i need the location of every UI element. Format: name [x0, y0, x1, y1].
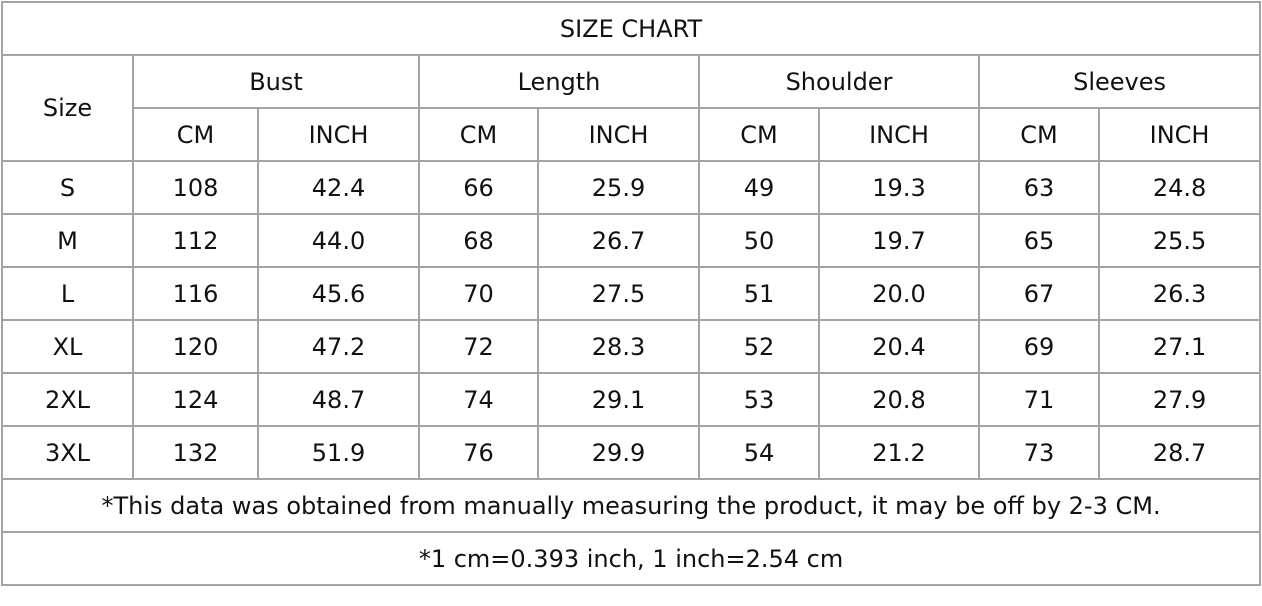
size-chart-table: SIZE CHART Size Bust Length Shoulder Sleeve…: [0, 1, 1262, 586]
value-cell: 69: [978, 319, 1100, 374]
value-cell: 65: [978, 213, 1100, 268]
size-cell: M: [1, 213, 134, 268]
value-cell: 29.9: [537, 425, 700, 480]
value-cell: 70: [418, 266, 539, 321]
group-header-sleeves: Sleeves: [977, 54, 1262, 109]
value-cell: 68: [418, 213, 539, 268]
size-cell: L: [1, 266, 134, 321]
unit-header: INCH: [818, 107, 980, 162]
value-cell: 50: [698, 213, 820, 268]
table-row: XL 120 47.2 72 28.3 52 20.4 69 27.1: [1, 319, 1262, 374]
value-cell: 28.7: [1097, 425, 1262, 480]
value-cell: 76: [418, 425, 539, 480]
table-row: M 112 44.0 68 26.7 50 19.7 65 25.5: [1, 213, 1262, 268]
value-cell: 71: [978, 372, 1100, 427]
value-cell: 51: [698, 266, 820, 321]
value-cell: 25.9: [537, 160, 700, 215]
table-row: 2XL 124 48.7 74 29.1 53 20.8 71 27.9: [1, 372, 1262, 427]
value-cell: 27.9: [1097, 372, 1262, 427]
value-cell: 112: [132, 213, 259, 268]
value-cell: 27.1: [1097, 319, 1262, 374]
value-cell: 45.6: [257, 266, 420, 321]
value-cell: 47.2: [257, 319, 420, 374]
footnote: *1 cm=0.393 inch, 1 inch=2.54 cm: [0, 531, 1262, 586]
unit-header: CM: [418, 107, 539, 162]
unit-header: CM: [698, 107, 820, 162]
value-cell: 20.0: [818, 266, 980, 321]
table-row: L 116 45.6 70 27.5 51 20.0 67 26.3: [1, 266, 1262, 321]
table-title: SIZE CHART: [0, 1, 1262, 56]
value-cell: 53: [698, 372, 820, 427]
value-cell: 26.7: [537, 213, 700, 268]
value-cell: 26.3: [1097, 266, 1262, 321]
value-cell: 20.8: [818, 372, 980, 427]
size-cell: XL: [1, 319, 134, 374]
size-cell: 2XL: [1, 372, 134, 427]
size-cell: S: [1, 160, 134, 215]
value-cell: 132: [132, 425, 259, 480]
table-row: 3XL 132 51.9 76 29.9 54 21.2 73 28.7: [1, 425, 1262, 480]
value-cell: 63: [978, 160, 1100, 215]
group-header-bust: Bust: [132, 54, 420, 109]
value-cell: 25.5: [1097, 213, 1262, 268]
value-cell: 21.2: [818, 425, 980, 480]
value-cell: 19.7: [818, 213, 980, 268]
value-cell: 73: [978, 425, 1100, 480]
value-cell: 124: [132, 372, 259, 427]
value-cell: 74: [418, 372, 539, 427]
table-row: S 108 42.4 66 25.9 49 19.3 63 24.8: [1, 160, 1262, 215]
unit-header: INCH: [257, 107, 420, 162]
value-cell: 24.8: [1097, 160, 1262, 215]
unit-header: CM: [132, 107, 259, 162]
value-cell: 20.4: [818, 319, 980, 374]
value-cell: 54: [698, 425, 820, 480]
size-header: Size: [1, 54, 134, 162]
value-cell: 48.7: [257, 372, 420, 427]
value-cell: 120: [132, 319, 259, 374]
value-cell: 44.0: [257, 213, 420, 268]
value-cell: 42.4: [257, 160, 420, 215]
unit-header: CM: [978, 107, 1100, 162]
footnote: *This data was obtained from manually me…: [0, 478, 1262, 533]
group-header-shoulder: Shoulder: [698, 54, 980, 109]
value-cell: 67: [978, 266, 1100, 321]
group-header-length: Length: [418, 54, 700, 109]
unit-header: INCH: [537, 107, 700, 162]
value-cell: 116: [132, 266, 259, 321]
value-cell: 51.9: [257, 425, 420, 480]
value-cell: 72: [418, 319, 539, 374]
value-cell: 19.3: [818, 160, 980, 215]
size-cell: 3XL: [1, 425, 134, 480]
value-cell: 28.3: [537, 319, 700, 374]
value-cell: 108: [132, 160, 259, 215]
value-cell: 52: [698, 319, 820, 374]
unit-header: INCH: [1097, 107, 1262, 162]
value-cell: 66: [418, 160, 539, 215]
value-cell: 49: [698, 160, 820, 215]
value-cell: 29.1: [537, 372, 700, 427]
value-cell: 27.5: [537, 266, 700, 321]
